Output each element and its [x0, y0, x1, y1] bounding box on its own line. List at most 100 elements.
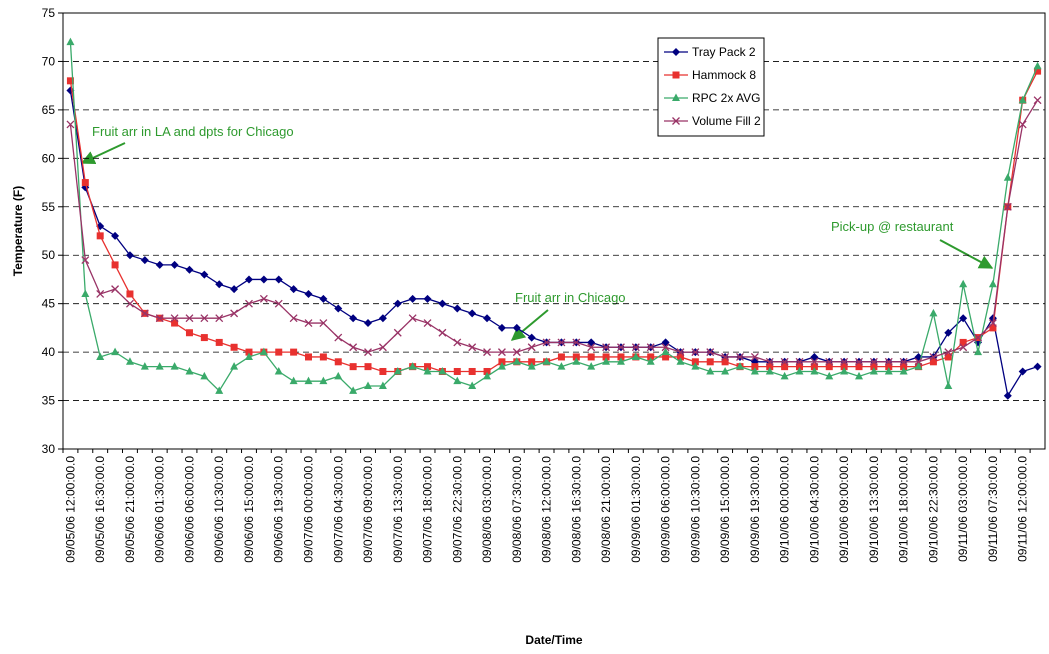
point [676, 353, 684, 361]
point [557, 362, 566, 370]
point [200, 270, 209, 279]
point [245, 348, 253, 356]
point [304, 289, 313, 298]
point [840, 357, 849, 366]
x-tick-label: 09/11/06 12:00:00.0 [1016, 456, 1030, 562]
point [631, 352, 640, 360]
point [988, 319, 997, 328]
annotation: Pick-up @ restaurant [831, 219, 954, 234]
x-tick-label: 09/05/06 16:30:00.0 [93, 456, 107, 563]
point [408, 294, 417, 303]
y-tick-label: 60 [42, 151, 56, 165]
point [155, 314, 164, 323]
point [334, 371, 343, 380]
legend-label: RPC 2x AVG [692, 91, 760, 105]
point [527, 362, 536, 370]
point [244, 275, 253, 284]
point [631, 343, 640, 352]
point [662, 353, 670, 361]
point [646, 343, 655, 352]
point [795, 366, 804, 375]
point [215, 338, 223, 346]
point [111, 261, 119, 269]
point [81, 289, 90, 297]
point [349, 386, 358, 394]
point [468, 343, 477, 352]
point [900, 363, 908, 371]
legend-label: Volume Fill 2 [692, 114, 761, 128]
x-tick-label: 09/05/06 21:00:00.0 [123, 456, 137, 563]
point [527, 343, 536, 352]
point [483, 348, 492, 357]
point [215, 280, 224, 289]
point [497, 323, 506, 332]
x-tick-label: 09/08/06 21:00:00.0 [599, 456, 613, 563]
x-tick-label: 09/10/06 09:00:00.0 [837, 456, 851, 563]
point [230, 343, 238, 351]
point [914, 357, 923, 366]
point [378, 314, 387, 323]
point [438, 328, 447, 337]
point [423, 319, 432, 328]
point [855, 363, 863, 371]
point [899, 357, 908, 366]
x-tick-label: 09/08/06 07:30:00.0 [510, 456, 524, 563]
point [259, 275, 268, 284]
point [825, 371, 834, 380]
point [602, 353, 610, 361]
point [483, 371, 492, 380]
point [349, 343, 358, 352]
point [959, 279, 968, 288]
point [319, 319, 328, 328]
point [721, 352, 730, 361]
point [988, 279, 997, 288]
point [780, 371, 789, 380]
point [468, 381, 477, 390]
series [66, 37, 1042, 394]
point [602, 343, 611, 352]
point [616, 343, 625, 352]
x-tick-label: 09/09/06 06:00:00.0 [659, 456, 673, 563]
series [66, 96, 1042, 366]
point [319, 353, 327, 361]
x-tick-label: 09/07/06 22:30:00.0 [450, 456, 464, 563]
point [750, 366, 759, 375]
point [542, 357, 551, 365]
point [393, 328, 402, 337]
annotation: Fruit arr in Chicago [515, 290, 626, 305]
point [512, 348, 521, 357]
point [706, 358, 714, 366]
point [944, 328, 953, 337]
point [796, 363, 803, 371]
point [81, 256, 90, 265]
point [572, 357, 581, 365]
point [96, 352, 105, 360]
point [393, 299, 402, 308]
point [289, 376, 298, 385]
point [766, 363, 774, 371]
point [111, 231, 120, 240]
point [497, 362, 506, 370]
point [275, 348, 283, 356]
point [691, 362, 700, 370]
point [691, 358, 699, 366]
series-line [69, 99, 1039, 363]
point [929, 308, 938, 317]
x-tick-label: 09/09/06 15:00:00.0 [718, 456, 732, 563]
point [1018, 120, 1027, 129]
point [185, 314, 194, 323]
point [438, 299, 447, 308]
point [155, 362, 164, 370]
y-tick-label: 65 [42, 103, 56, 117]
legend-label: Hammock 8 [692, 68, 756, 82]
point [125, 299, 134, 308]
point [929, 352, 938, 361]
point [899, 366, 908, 375]
point [795, 357, 804, 366]
point [349, 314, 358, 323]
point [305, 353, 312, 361]
point [572, 338, 581, 347]
point [66, 77, 74, 85]
point [81, 179, 89, 187]
